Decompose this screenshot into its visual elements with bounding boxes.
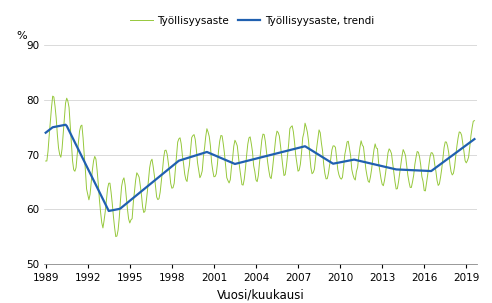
- Työllisyysaste, trendi: [107, 209, 113, 213]
- Työllisyysaste: [50, 94, 56, 98]
- Työllisyysaste: [165, 161, 171, 165]
- Työllisyysaste, trendi: [471, 137, 477, 141]
- Line: Työllisyysaste, trendi: Työllisyysaste, trendi: [46, 125, 474, 211]
- Työllisyysaste, trendi: [75, 148, 81, 151]
- Työllisyysaste, trendi: [106, 209, 112, 213]
- Legend: Työllisyysaste, Työllisyysaste, trendi: Työllisyysaste, Työllisyysaste, trendi: [126, 12, 378, 30]
- Työllisyysaste: [393, 187, 399, 191]
- Työllisyysaste: [67, 124, 73, 127]
- Työllisyysaste: [43, 159, 49, 163]
- Työllisyysaste, trendi: [165, 168, 171, 171]
- Työllisyysaste: [75, 141, 81, 145]
- X-axis label: Vuosi/kuukausi: Vuosi/kuukausi: [217, 288, 305, 301]
- Työllisyysaste: [113, 235, 119, 238]
- Työllisyysaste, trendi: [67, 131, 73, 135]
- Työllisyysaste, trendi: [43, 131, 49, 135]
- Työllisyysaste: [106, 181, 112, 185]
- Työllisyysaste: [331, 144, 337, 148]
- Työllisyysaste, trendi: [393, 168, 399, 171]
- Työllisyysaste: [471, 119, 477, 122]
- Työllisyysaste, trendi: [62, 123, 68, 127]
- Työllisyysaste, trendi: [331, 161, 337, 165]
- Line: Työllisyysaste: Työllisyysaste: [46, 96, 474, 237]
- Text: %: %: [16, 31, 27, 41]
